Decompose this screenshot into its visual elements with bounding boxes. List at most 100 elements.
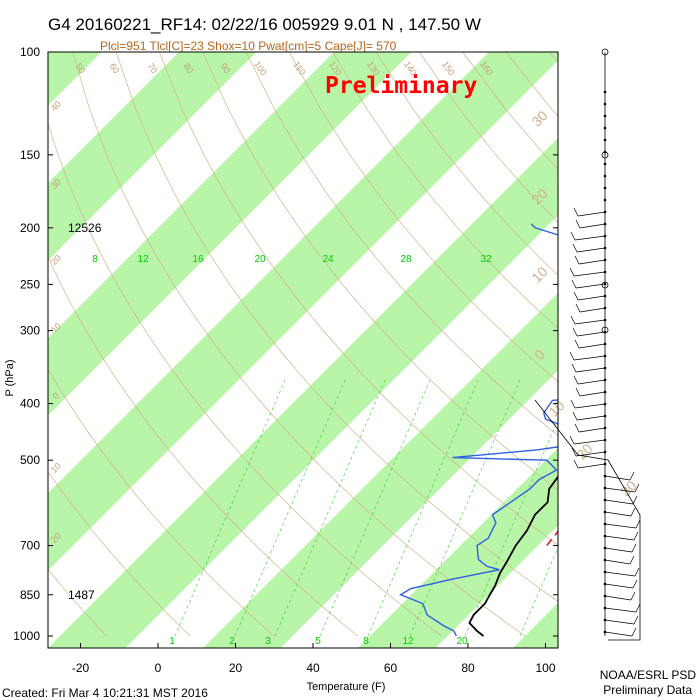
y-tick-label: 850 [20, 588, 40, 602]
wind-level-dot [603, 198, 607, 202]
height-label: 1487 [68, 588, 95, 602]
wind-barb [574, 403, 606, 409]
wind-barb [575, 451, 606, 457]
y-tick-label: 250 [20, 277, 40, 291]
dry-adiabat-line [48, 568, 107, 637]
wind-level-dot [603, 126, 607, 130]
dry-adiabat-line [159, 52, 558, 546]
moist-band [513, 603, 558, 648]
created-timestamp: Created: Fri Mar 4 10:21:31 MST 2016 [2, 686, 208, 700]
dewpoint-trace [399, 223, 558, 637]
wind-barb [576, 331, 606, 337]
mixing-ratio-line [464, 418, 558, 637]
wind-panel-outline [534, 399, 641, 641]
dry-adiabat-line [245, 52, 558, 437]
mixing-ratio-line [319, 379, 431, 637]
moist-band [48, 52, 257, 261]
wind-barb-flag [632, 579, 638, 589]
moist-band [203, 293, 558, 648]
x-tick-label: 40 [306, 661, 320, 675]
mixing-ratio-line [234, 379, 346, 637]
moist-band [48, 138, 558, 648]
mixing-ratio-label: 3 [265, 636, 271, 647]
mixing-ratio-line [274, 379, 386, 637]
wind-barb [577, 379, 606, 385]
wind-level-dot [603, 162, 607, 166]
wind-level-dot [603, 90, 607, 94]
wind-level-dot [603, 102, 607, 106]
wind-barb-flag [631, 627, 637, 637]
wind-barb-flag [629, 471, 635, 481]
dry-adiabat-line [115, 52, 558, 602]
theta-label: 30 [617, 477, 639, 499]
mixing-ratio-label: 20 [456, 636, 468, 647]
wind-barb-flag [572, 327, 578, 337]
wind-barb-flag [632, 495, 638, 505]
wind-barb-flag [573, 375, 579, 385]
wind-barb-flag [573, 207, 579, 217]
y-tick-label: 300 [20, 324, 40, 338]
mixing-ratio-line [409, 379, 521, 637]
wind-barb-flag [630, 591, 636, 601]
wind-barb [579, 391, 606, 397]
dry-adiabat-layer [48, 52, 558, 637]
wind-barb-flag [633, 615, 639, 625]
wind-barb-flag [575, 387, 581, 397]
wind-barb-flag [633, 531, 639, 541]
wind-barb-flag [575, 219, 581, 229]
wind-barb [604, 475, 631, 481]
height-label: 12526 [68, 221, 102, 235]
calm-wind-circle [601, 281, 609, 289]
wind-barb-flag [572, 243, 578, 253]
wind-level-dot [603, 186, 607, 190]
wind-barb-flag [571, 447, 577, 457]
dry-adiabat-line [549, 52, 558, 63]
moist-band [48, 52, 558, 571]
dry-adiabat-line [72, 52, 526, 637]
trace-layer [399, 223, 558, 637]
preliminary-data-note: Preliminary Data [603, 683, 692, 697]
mixing-ratio-line [367, 379, 479, 637]
wind-barb [579, 223, 606, 229]
plot-frame [47, 51, 559, 649]
dry-adiabat-label: 60 [107, 61, 121, 75]
mixing-ratio-label: 5 [315, 636, 321, 647]
theta-label: 0 [51, 391, 62, 402]
preliminary-watermark: Preliminary [325, 73, 477, 99]
mixing-ratio-line [174, 379, 286, 637]
wind-barb [604, 511, 632, 517]
x-tick-label: 0 [155, 661, 162, 675]
wind-barb [578, 427, 606, 433]
wind-barb [573, 355, 606, 361]
wind-barb-flag [569, 351, 575, 361]
dry-adiabat-label: 80 [181, 61, 195, 75]
y-tick-label: 100 [20, 45, 40, 59]
dry-adiabat-line [48, 256, 358, 637]
source-credit: NOAA/ESRL PSD [600, 668, 697, 682]
calm-wind-circle [601, 151, 609, 159]
wind-barb [604, 571, 636, 577]
wind-barb [575, 283, 606, 289]
calm-wind-circle [601, 326, 609, 334]
dry-adiabat-line [48, 368, 275, 637]
x-tick-label: 60 [384, 661, 398, 675]
wind-barb [604, 595, 632, 601]
wind-barb-flag [634, 567, 640, 577]
wind-barb [604, 499, 634, 505]
wind-barb-flag [574, 423, 580, 433]
wind-barb [579, 307, 606, 313]
y-tick-label: 150 [20, 148, 40, 162]
wind-barb-flag [570, 315, 576, 325]
wind-barb [604, 631, 633, 637]
mixing-ratio-label: 1 [169, 636, 175, 647]
wind-barb-flag [572, 411, 578, 421]
wind-barb [604, 535, 635, 541]
mixing-ratio-label: 32 [480, 254, 492, 265]
mixing-ratio-label: 8 [92, 254, 98, 265]
wind-barb-flag [570, 231, 576, 241]
parcel-trace [546, 530, 558, 546]
temperature-trace [468, 475, 558, 637]
wind-barb [573, 271, 606, 277]
wind-barb-flag [569, 435, 575, 445]
